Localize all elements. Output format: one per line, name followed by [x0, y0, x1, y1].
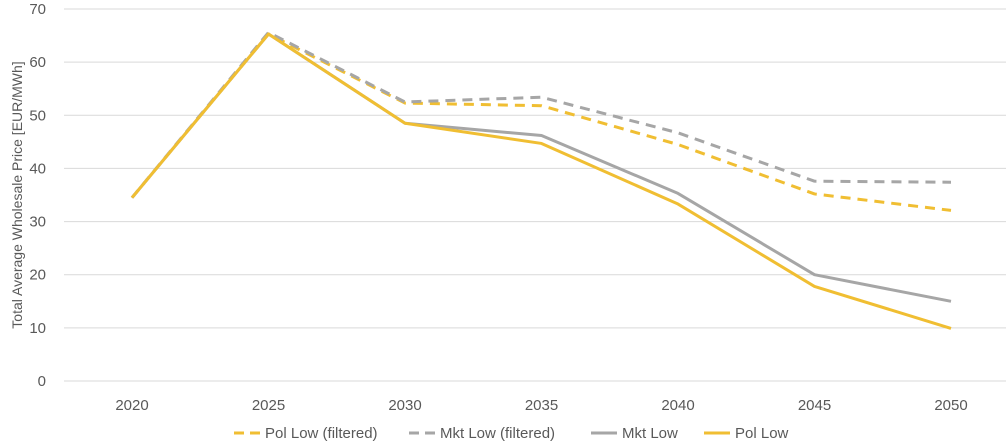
x-tick-label: 2035 [525, 397, 558, 414]
y-tick-label: 10 [29, 320, 46, 337]
y-tick-label: 70 [29, 1, 46, 18]
series-line-0 [130, 32, 952, 212]
x-tick-label: 2045 [798, 397, 831, 414]
legend-label: Pol Low (filtered) [265, 425, 378, 442]
x-tick-label: 2030 [388, 397, 421, 414]
x-tick-label: 2025 [252, 397, 285, 414]
y-tick-label: 40 [29, 160, 46, 177]
y-tick-label: 0 [38, 373, 46, 390]
legend-label: Mkt Low (filtered) [440, 425, 555, 442]
x-tick-label: 2050 [934, 397, 967, 414]
series-line-2 [130, 32, 952, 303]
series-line-3 [130, 32, 952, 330]
x-axis-ticks: 2020 2025 2030 2035 2040 2045 2050 [115, 397, 967, 414]
y-tick-label: 20 [29, 267, 46, 284]
legend: Pol Low (filtered) Mkt Low (filtered) Mkt … [234, 425, 789, 442]
x-tick-label: 2020 [115, 397, 148, 414]
legend-label: Pol Low [735, 425, 789, 442]
gridlines [64, 8, 1006, 382]
y-tick-label: 50 [29, 107, 46, 124]
y-axis-ticks: 0 10 20 30 40 50 60 70 [29, 1, 46, 390]
legend-label: Mkt Low [622, 425, 678, 442]
y-axis-label: Total Average Wholesale Price [EUR/MWh] [9, 61, 25, 328]
y-tick-label: 60 [29, 54, 46, 71]
series-line-1 [130, 30, 952, 199]
x-tick-label: 2040 [661, 397, 694, 414]
y-tick-label: 30 [29, 214, 46, 231]
series-lines [130, 30, 952, 330]
